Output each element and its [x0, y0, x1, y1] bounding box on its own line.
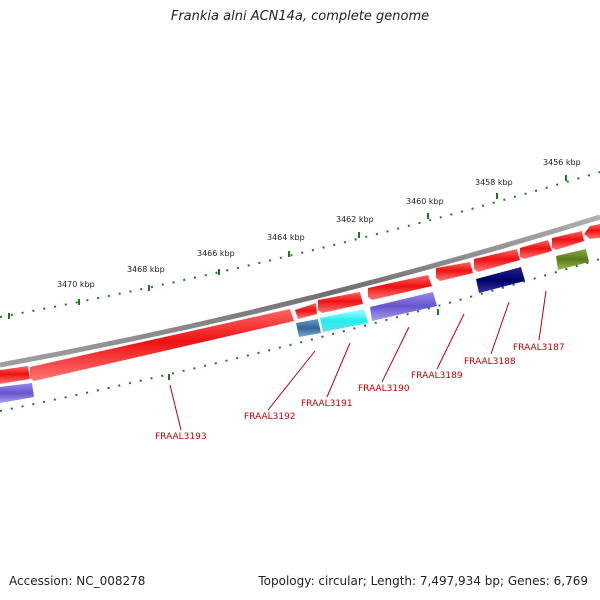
scale-labels: 3456 kbp 3458 kbp 3460 kbp 3462 kbp 3464…: [57, 158, 581, 289]
scale-label: 3470 kbp: [57, 280, 95, 289]
gene-label[interactable]: FRAAL3192: [244, 412, 296, 422]
gene-label[interactable]: FRAAL3190: [358, 384, 410, 394]
gene-arrow[interactable]: [30, 309, 294, 381]
accession-text: Accession: NC_008278: [9, 574, 146, 588]
gene-arrow[interactable]: [295, 303, 317, 319]
forward-strand-genes: [0, 224, 600, 384]
scale-label: 3462 kbp: [336, 215, 374, 224]
outer-major-ticks: [8, 175, 567, 319]
scale-label: 3464 kbp: [267, 233, 305, 242]
map-title: Frankia alni ACN14a, complete genome: [170, 9, 430, 24]
gene-label[interactable]: FRAAL3193: [155, 432, 207, 442]
purple-feature[interactable]: [0, 383, 34, 403]
gene-label[interactable]: FRAAL3191: [301, 399, 353, 409]
genome-summary-text: Topology: circular; Length: 7,497,934 bp…: [258, 574, 588, 588]
scale-label: 3460 kbp: [406, 197, 444, 206]
inner-major-ticks: [168, 309, 439, 380]
gene-arrow[interactable]: [318, 292, 363, 313]
gene-label[interactable]: FRAAL3187: [513, 343, 565, 353]
scale-label: 3466 kbp: [197, 249, 235, 258]
gene-arrow[interactable]: [436, 262, 473, 281]
olive-feature[interactable]: [556, 249, 589, 270]
navy-feature[interactable]: [476, 267, 525, 293]
gene-labels: FRAAL3187 FRAAL3188 FRAAL3189 FRAAL3190 …: [155, 343, 565, 442]
steel-feature[interactable]: [296, 319, 321, 337]
purple-feature[interactable]: [370, 292, 437, 321]
colored-features: [0, 249, 589, 403]
gene-arrow[interactable]: [368, 275, 432, 300]
gene-arrow[interactable]: [552, 231, 584, 250]
gene-label[interactable]: FRAAL3189: [411, 371, 463, 381]
genome-backbone: [0, 214, 600, 368]
gene-arrow[interactable]: [584, 224, 600, 239]
gene-arrow[interactable]: [0, 366, 30, 384]
cyan-feature[interactable]: [320, 309, 368, 332]
label-leader-lines: [169, 290, 547, 431]
gene-arrow[interactable]: [520, 240, 552, 259]
gene-label[interactable]: FRAAL3188: [464, 357, 516, 367]
scale-label: 3458 kbp: [475, 178, 513, 187]
scale-label: 3468 kbp: [127, 265, 165, 274]
scale-label: 3456 kbp: [543, 158, 581, 167]
gene-arrow[interactable]: [474, 249, 520, 272]
